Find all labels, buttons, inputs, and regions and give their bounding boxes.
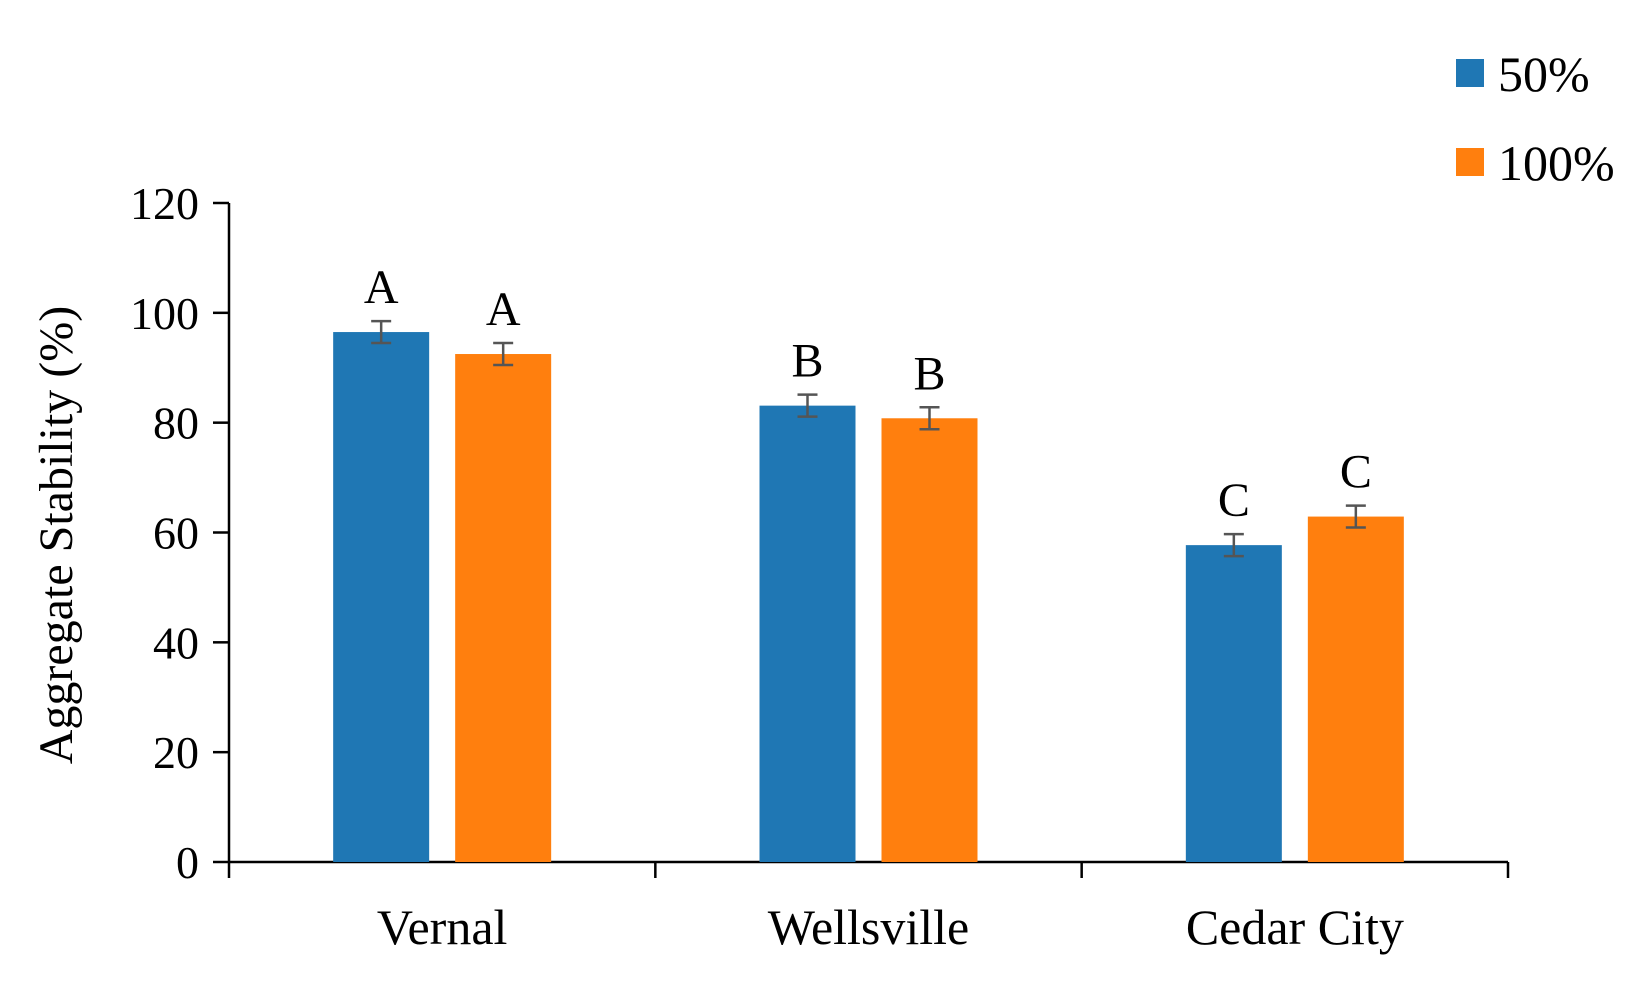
y-tick-label: 60 (153, 508, 199, 559)
bar (1307, 516, 1404, 862)
y-tick-label: 120 (130, 178, 199, 229)
significance-label: B (913, 347, 945, 400)
bar (333, 332, 430, 862)
bar (881, 418, 978, 862)
legend-label: 50% (1498, 46, 1590, 102)
legend-label: 100% (1498, 135, 1615, 191)
legend-swatch (1456, 148, 1484, 176)
y-axis-title: Aggregate Stability (%) (30, 306, 83, 765)
significance-label: A (486, 283, 521, 336)
y-tick-label: 20 (153, 727, 199, 778)
x-category-label: Wellsville (768, 899, 970, 955)
significance-label: B (791, 335, 823, 388)
x-category-label: Cedar City (1186, 899, 1404, 955)
y-tick-label: 40 (153, 617, 199, 668)
bar (759, 405, 856, 862)
x-axis: Vernal Wellsville Cedar City (227, 860, 1510, 955)
y-tick-label: 100 (130, 288, 199, 339)
y-tick-label: 0 (176, 837, 199, 888)
significance-label: C (1340, 446, 1372, 499)
significance-label: A (364, 261, 399, 314)
y-axis: 0 20 40 60 80 100 120 (130, 178, 231, 888)
x-category-label: Vernal (377, 899, 508, 955)
bar (455, 354, 552, 862)
significance-label: C (1218, 474, 1250, 527)
bar (1185, 545, 1282, 862)
y-tick-label: 80 (153, 398, 199, 449)
bars: A B C A B C (333, 261, 1404, 862)
legend: 50% 100% (1456, 46, 1615, 191)
legend-swatch (1456, 59, 1484, 87)
